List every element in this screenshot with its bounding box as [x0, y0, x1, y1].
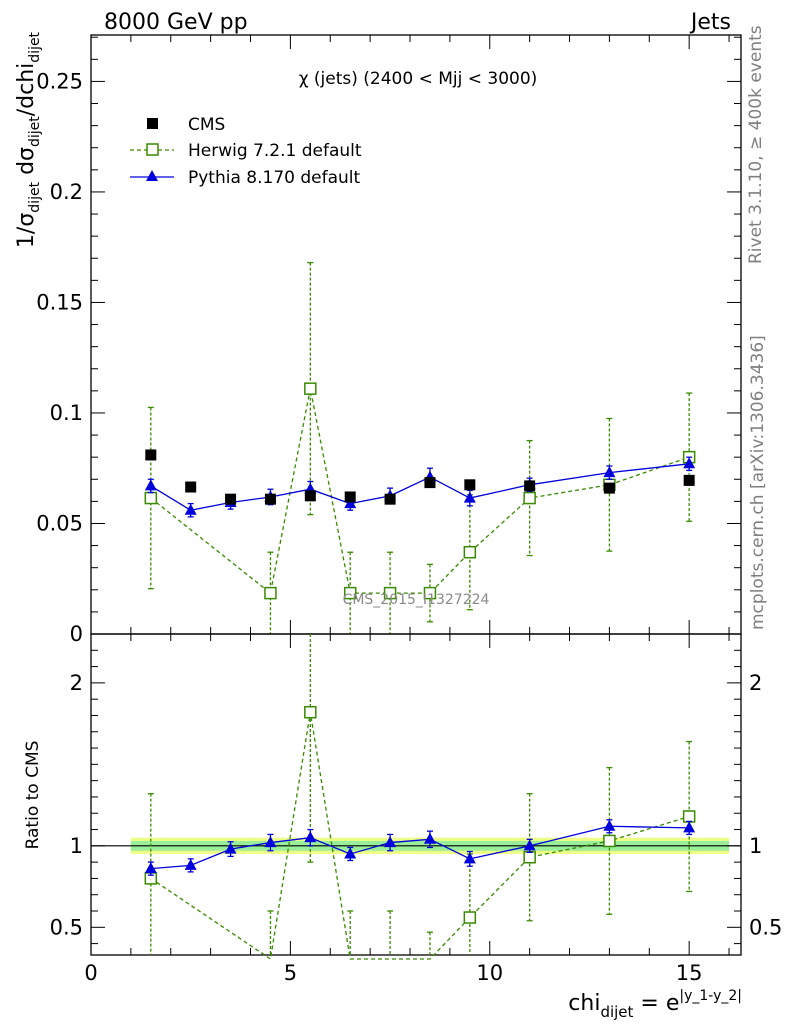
- cms-point: [225, 493, 237, 505]
- legend-pythia-marker: [146, 170, 158, 181]
- y-tick-label: 0.25: [36, 69, 83, 93]
- ratio-frame: [90, 633, 742, 956]
- x-tick-label: 0: [84, 961, 97, 985]
- cms-point: [384, 493, 396, 505]
- y-tick-label: 0: [70, 622, 83, 646]
- pythia-ratio-point: [683, 821, 696, 833]
- pythia-ratio-point: [264, 836, 277, 848]
- herwig-ratio-point: [682, 810, 696, 823]
- herwig-ratio-point: [304, 705, 317, 719]
- ratio-y-tick-label-right: 0.5: [749, 915, 782, 939]
- pythia-ratio-line: [150, 825, 690, 870]
- cms-point: [524, 480, 536, 492]
- cms-point: [683, 474, 695, 486]
- herwig-ratio-point: [463, 911, 477, 924]
- svg-text:1/σdijet dσdijet/dchidijet: 1/σdijet dσdijet/dchidijet: [14, 31, 43, 248]
- pythia-line: [150, 463, 690, 511]
- mcplots-label: mcplots.cern.ch [arXiv:1306.3436]: [748, 335, 768, 630]
- pythia-point: [144, 479, 157, 491]
- herwig-point: [383, 586, 397, 600]
- herwig-point: [144, 491, 158, 505]
- main-plot: 0 0.05 0.1 0.15 0.2 0.25: [36, 34, 742, 646]
- main-ylabel: 1/σdijet dσdijet/dchidijet: [14, 31, 43, 248]
- svg-text:chidijet = e|y_1-y_2|: chidijet = e|y_1-y_2|: [568, 988, 742, 1021]
- y-tick-label: 0.15: [36, 290, 83, 314]
- herwig-point: [463, 545, 477, 559]
- cms-point: [145, 449, 157, 461]
- cms-point: [185, 481, 197, 493]
- herwig-ratio-point: [523, 850, 536, 864]
- herwig-line: [150, 388, 690, 595]
- cms-point: [264, 493, 276, 505]
- x-tick-label: 5: [284, 961, 297, 985]
- cms-point: [603, 482, 615, 494]
- pythia-ratio-point: [384, 836, 397, 848]
- cms-point: [424, 477, 436, 489]
- ratio-y-tick-label-right: 1: [749, 834, 762, 858]
- ratio-plot: 0 5 10 15 0.5 0.5 1 1 2 2: [50, 633, 782, 985]
- pythia-ratio-point: [144, 862, 157, 874]
- ratio-y-tick-label: 2: [70, 671, 83, 695]
- x-tick-label: 15: [676, 961, 703, 985]
- herwig-ratio-line: [150, 712, 690, 961]
- cms-point: [464, 479, 476, 491]
- ratio-y-tick-label: 0.5: [50, 915, 83, 939]
- ratio-ylabel: Ratio to CMS: [23, 741, 43, 850]
- legend: CMS Herwig 7.2.1 default Pythia 8.170 de…: [130, 115, 362, 188]
- rivet-label: Rivet 3.1.10, ≥ 400k events: [746, 25, 766, 264]
- pythia-point: [683, 457, 696, 469]
- pythia-ratio-point: [423, 832, 436, 844]
- pythia-point: [603, 466, 616, 478]
- pythia-ratio-point: [224, 842, 237, 854]
- y-tick-label: 0.2: [50, 180, 83, 204]
- herwig-point: [343, 586, 357, 600]
- ratio-y-tick-label: 1: [70, 834, 83, 858]
- x-axis-label: chidijet = e|y_1-y_2|: [568, 988, 742, 1021]
- pythia-ratio-point: [184, 858, 197, 870]
- header-right: Jets: [689, 10, 731, 35]
- pythia-point: [184, 503, 197, 515]
- legend-pythia-label: Pythia 8.170 default: [188, 168, 361, 188]
- pythia-ratio-point: [344, 847, 357, 859]
- analysis-watermark: CMS_2015_I1327224: [343, 592, 490, 608]
- herwig-point: [423, 586, 437, 600]
- pythia-point: [344, 497, 357, 509]
- pythia-ratio-point: [523, 839, 536, 851]
- pythia-point: [463, 491, 476, 503]
- legend-cms-marker: [147, 118, 158, 129]
- ratio-y-tick-label-right: 2: [749, 671, 762, 695]
- plot-title: χ (jets) (2400 < Mjj < 3000): [299, 69, 538, 89]
- cms-point: [304, 490, 316, 502]
- herwig-ratio-point: [603, 834, 616, 848]
- y-tick-label: 0.05: [36, 511, 83, 535]
- pythia-ratio-point: [304, 831, 317, 843]
- y-tick-label: 0.1: [50, 401, 83, 425]
- cms-point: [344, 491, 356, 503]
- legend-cms-label: CMS: [188, 115, 225, 135]
- pythia-ratio-point: [603, 819, 616, 831]
- header-left: 8000 GeV pp: [104, 10, 248, 35]
- legend-herwig-marker: [146, 143, 159, 156]
- legend-herwig-label: Herwig 7.2.1 default: [188, 141, 362, 161]
- pythia-ratio-point: [463, 852, 476, 864]
- herwig-point: [264, 586, 277, 600]
- x-tick-label: 10: [476, 961, 503, 985]
- herwig-point: [523, 491, 536, 505]
- herwig-point: [304, 382, 317, 395]
